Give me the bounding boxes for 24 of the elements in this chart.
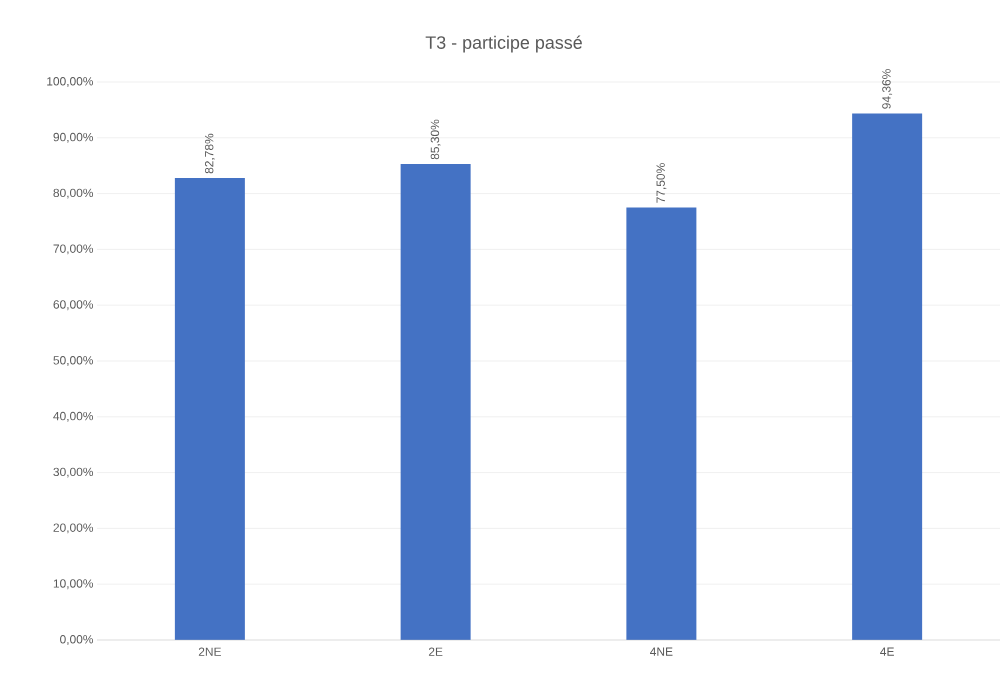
data-label: 82,78% <box>204 133 215 174</box>
data-label: 85,30% <box>430 119 441 160</box>
x-tick-label: 2NE <box>198 647 221 656</box>
y-tick-label: 100,00% <box>47 77 94 87</box>
y-tick-label: 40,00% <box>53 411 94 422</box>
y-tick-label: 30,00% <box>53 467 94 478</box>
y-tick-label: 90,00% <box>53 132 94 143</box>
y-tick-label: 70,00% <box>53 244 94 255</box>
y-tick-label: 80,00% <box>53 188 94 199</box>
data-label: 94,36% <box>882 69 893 109</box>
bar <box>174 178 245 640</box>
data-label: 77,50% <box>656 163 667 203</box>
x-tick-label: 2E <box>428 647 443 656</box>
bar <box>626 207 697 640</box>
y-tick-label: 20,00% <box>53 523 94 534</box>
chart-title: T3 - participe passé <box>425 35 582 53</box>
y-tick-label: 0,00% <box>60 635 94 645</box>
x-tick-label: 4NE <box>650 647 673 656</box>
bar <box>400 164 471 640</box>
bar <box>852 113 923 640</box>
y-tick-label: 10,00% <box>53 579 94 590</box>
x-tick-label: 4E <box>880 647 894 656</box>
y-tick-label: 50,00% <box>53 356 94 366</box>
y-tick-label: 60,00% <box>53 300 94 311</box>
